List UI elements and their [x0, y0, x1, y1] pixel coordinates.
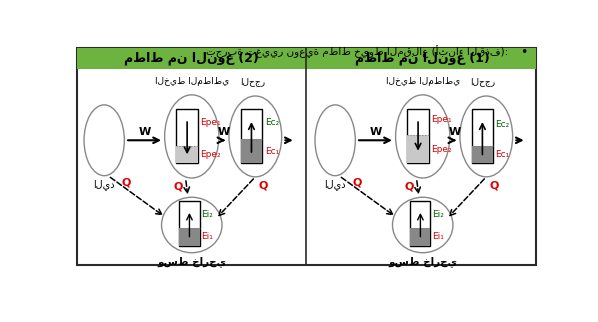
Text: Ei₂: Ei₂	[201, 210, 213, 219]
Text: Epe₁: Epe₁	[200, 118, 221, 127]
Text: اليد: اليد	[93, 179, 115, 190]
Bar	[472, 146, 493, 163]
Text: Ec₂: Ec₂	[265, 118, 279, 127]
Bar	[240, 109, 263, 163]
Text: وسط خارجي: وسط خارجي	[157, 256, 226, 267]
Text: Ei₁: Ei₁	[432, 232, 444, 241]
Bar	[176, 146, 198, 163]
Text: Epe₁: Epe₁	[431, 115, 452, 124]
Text: W: W	[448, 127, 461, 137]
Bar	[77, 48, 536, 265]
Text: Q: Q	[489, 181, 499, 191]
Bar	[240, 139, 263, 163]
Text: اليد: اليد	[324, 179, 346, 190]
Bar	[410, 201, 431, 246]
Text: •: •	[520, 46, 528, 59]
Text: Q: Q	[173, 182, 182, 192]
Bar	[77, 48, 536, 70]
Text: الحجر: الحجر	[471, 77, 496, 86]
Text: Epe₂: Epe₂	[431, 145, 452, 154]
Bar	[176, 109, 198, 163]
Text: W: W	[138, 127, 151, 137]
Bar	[472, 109, 493, 163]
Text: Q: Q	[404, 182, 413, 192]
Text: تجربة تغيير نوعية مطاط خيوط المقلاع (أثناء القذف):: تجربة تغيير نوعية مطاط خيوط المقلاع (أثن…	[206, 46, 509, 59]
Text: مطاط من النوع (2): مطاط من النوع (2)	[124, 52, 259, 65]
Text: Ec₂: Ec₂	[496, 120, 510, 129]
Text: الخيط المطاطي: الخيط المطاطي	[155, 77, 229, 86]
Bar	[407, 135, 429, 163]
Text: Q: Q	[352, 177, 362, 187]
Text: Ec₁: Ec₁	[265, 147, 279, 156]
Text: Ei₂: Ei₂	[432, 210, 444, 219]
Text: وسط خارجي: وسط خارجي	[388, 256, 457, 267]
Text: Q: Q	[121, 177, 130, 187]
Text: Q: Q	[258, 181, 268, 191]
Text: الخيط المطاطي: الخيط المطاطي	[386, 77, 460, 86]
Bar	[410, 228, 431, 246]
Text: Ec₁: Ec₁	[496, 150, 510, 159]
Text: Epe₂: Epe₂	[200, 150, 221, 159]
Text: W: W	[218, 127, 230, 137]
Bar	[179, 228, 200, 246]
Text: Ei₁: Ei₁	[201, 232, 213, 241]
Bar	[407, 109, 429, 163]
Text: مطاط من النوع (1): مطاط من النوع (1)	[355, 52, 490, 65]
Text: الحجر: الحجر	[240, 77, 265, 86]
Bar	[179, 201, 200, 246]
Text: W: W	[370, 127, 382, 137]
